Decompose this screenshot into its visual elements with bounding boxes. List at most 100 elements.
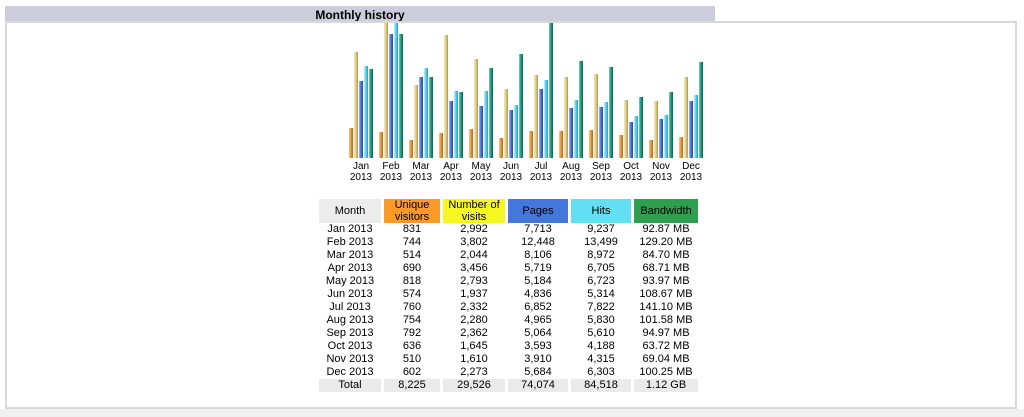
bar-hits — [424, 68, 428, 158]
table-row: Feb 2013 744 3,802 12,448 13,499 129.20 MB — [319, 236, 698, 249]
row-value-cell: 510 — [402, 353, 422, 365]
bar-visits — [594, 74, 598, 158]
month-label: Jan 2013 — [346, 161, 376, 183]
table-row: Dec 2013 602 2,273 5,684 6,303 100.25 MB — [319, 366, 698, 379]
monthly-history-table: Month Unique visitors Number of visits Page… — [316, 199, 701, 392]
bar-pages — [479, 106, 483, 158]
row-value-cell: 602 — [402, 366, 422, 378]
row-value-cell: 100.25 MB — [639, 366, 693, 378]
bar-bandwidth — [699, 62, 703, 158]
month-label-year: 2013 — [469, 172, 493, 183]
bar-visits — [654, 101, 658, 158]
row-value-cell: 6,723 — [587, 275, 615, 287]
bar-unique-visitors — [499, 138, 503, 158]
row-month-cell: Apr 2013 — [327, 262, 373, 274]
bar-group — [559, 61, 583, 158]
row-value-cell: 760 — [402, 301, 422, 313]
bar-hits — [544, 80, 548, 158]
table-header-row: Month Unique visitors Number of visits Page… — [319, 199, 698, 223]
bar-unique-visitors — [619, 135, 623, 158]
col-header-unique-visitors: Unique visitors — [384, 199, 440, 223]
bar-group — [679, 62, 703, 158]
bar-unique-visitors — [379, 132, 383, 158]
bar-unique-visitors — [349, 128, 353, 158]
row-value-cell: 3,456 — [460, 262, 488, 274]
bar-unique-visitors — [409, 140, 413, 158]
row-value-cell: 754 — [402, 314, 422, 326]
row-month-cell: Nov 2013 — [326, 353, 374, 365]
month-label-month: Feb — [382, 161, 400, 172]
row-value-cell: 108.67 MB — [639, 288, 693, 300]
bar-unique-visitors — [559, 131, 563, 158]
bar-pages — [419, 77, 423, 158]
row-value-cell: 74,074 — [508, 379, 568, 392]
bar-visits — [564, 77, 568, 158]
month-label-year: 2013 — [379, 172, 403, 183]
table-row: Jan 2013 831 2,992 7,713 9,237 92.87 MB — [319, 223, 698, 236]
bar-hits — [664, 115, 668, 158]
bar-hits — [454, 91, 458, 158]
table-header: Month Unique visitors Number of visits Page… — [319, 199, 698, 223]
month-label-month: Oct — [623, 161, 639, 172]
chart-month-labels: Jan 2013 Feb 2013 Mar 2013 Apr 2013 May 2013 Jun 20… — [346, 161, 709, 183]
row-value-cell: 6,303 — [587, 366, 615, 378]
bar-bandwidth — [669, 92, 673, 158]
monthly-history-panel: Jan 2013 Feb 2013 Mar 2013 Apr 2013 May 2013 Jun 20… — [5, 21, 1017, 409]
table-row: Nov 2013 510 1,610 3,910 4,315 69.04 MB — [319, 353, 698, 366]
month-label-month: Mar — [412, 161, 430, 172]
row-value-cell: 792 — [402, 327, 422, 339]
row-value-cell: 2,992 — [460, 223, 488, 235]
row-month-cell: May 2013 — [325, 275, 375, 287]
row-value-cell: 1,937 — [460, 288, 488, 300]
bar-pages — [629, 122, 633, 158]
row-value-cell: 744 — [402, 236, 422, 248]
month-label-month: Nov — [652, 161, 670, 172]
bar-group — [529, 23, 553, 158]
bar-group — [409, 68, 433, 158]
bar-unique-visitors — [529, 131, 533, 158]
bar-unique-visitors — [679, 137, 683, 158]
row-value-cell: 2,332 — [460, 301, 488, 313]
row-value-cell: 29,526 — [443, 379, 505, 392]
bar-group — [619, 97, 643, 158]
bar-group — [649, 92, 673, 158]
table-row: May 2013 818 2,793 5,184 6,723 93.97 MB — [319, 275, 698, 288]
month-label: Jun 2013 — [496, 161, 526, 183]
row-value-cell: 4,188 — [587, 340, 615, 352]
month-label: Oct 2013 — [616, 161, 646, 183]
bar-hits — [694, 95, 698, 158]
row-value-cell: 5,184 — [524, 275, 552, 287]
row-value-cell: 3,802 — [460, 236, 488, 248]
month-label: Jul 2013 — [526, 161, 556, 183]
bar-bandwidth — [489, 68, 493, 158]
bar-bandwidth — [579, 61, 583, 158]
row-value-cell: 636 — [402, 340, 422, 352]
section-title: Monthly history — [315, 8, 405, 22]
bar-bandwidth — [429, 77, 433, 158]
row-value-cell: 574 — [402, 288, 422, 300]
row-value-cell: 13,499 — [584, 236, 618, 248]
row-value-cell: 1,610 — [460, 353, 488, 365]
row-value-cell: 2,280 — [460, 314, 488, 326]
col-header-hits: Hits — [571, 199, 631, 223]
row-value-cell: 84.70 MB — [642, 249, 690, 261]
month-label: Feb 2013 — [376, 161, 406, 183]
row-month-cell: Sep 2013 — [326, 327, 374, 339]
month-label-month: May — [471, 161, 491, 172]
bar-visits — [504, 89, 508, 158]
month-label-year: 2013 — [619, 172, 643, 183]
table-row: Oct 2013 636 1,645 3,593 4,188 63.72 MB — [319, 340, 698, 353]
col-header-number-of-visits: Number of visits — [443, 199, 505, 223]
row-value-cell: 68.71 MB — [642, 262, 690, 274]
bar-visits — [474, 59, 478, 158]
bar-group — [379, 23, 403, 158]
bar-group — [469, 59, 493, 158]
month-label-month: Sep — [592, 161, 610, 172]
row-value-cell: 5,314 — [587, 288, 615, 300]
month-label-year: 2013 — [499, 172, 523, 183]
month-label: Dec 2013 — [676, 161, 706, 183]
row-value-cell: 94.97 MB — [642, 327, 690, 339]
row-value-cell: 6,705 — [587, 262, 615, 274]
month-label-year: 2013 — [439, 172, 463, 183]
